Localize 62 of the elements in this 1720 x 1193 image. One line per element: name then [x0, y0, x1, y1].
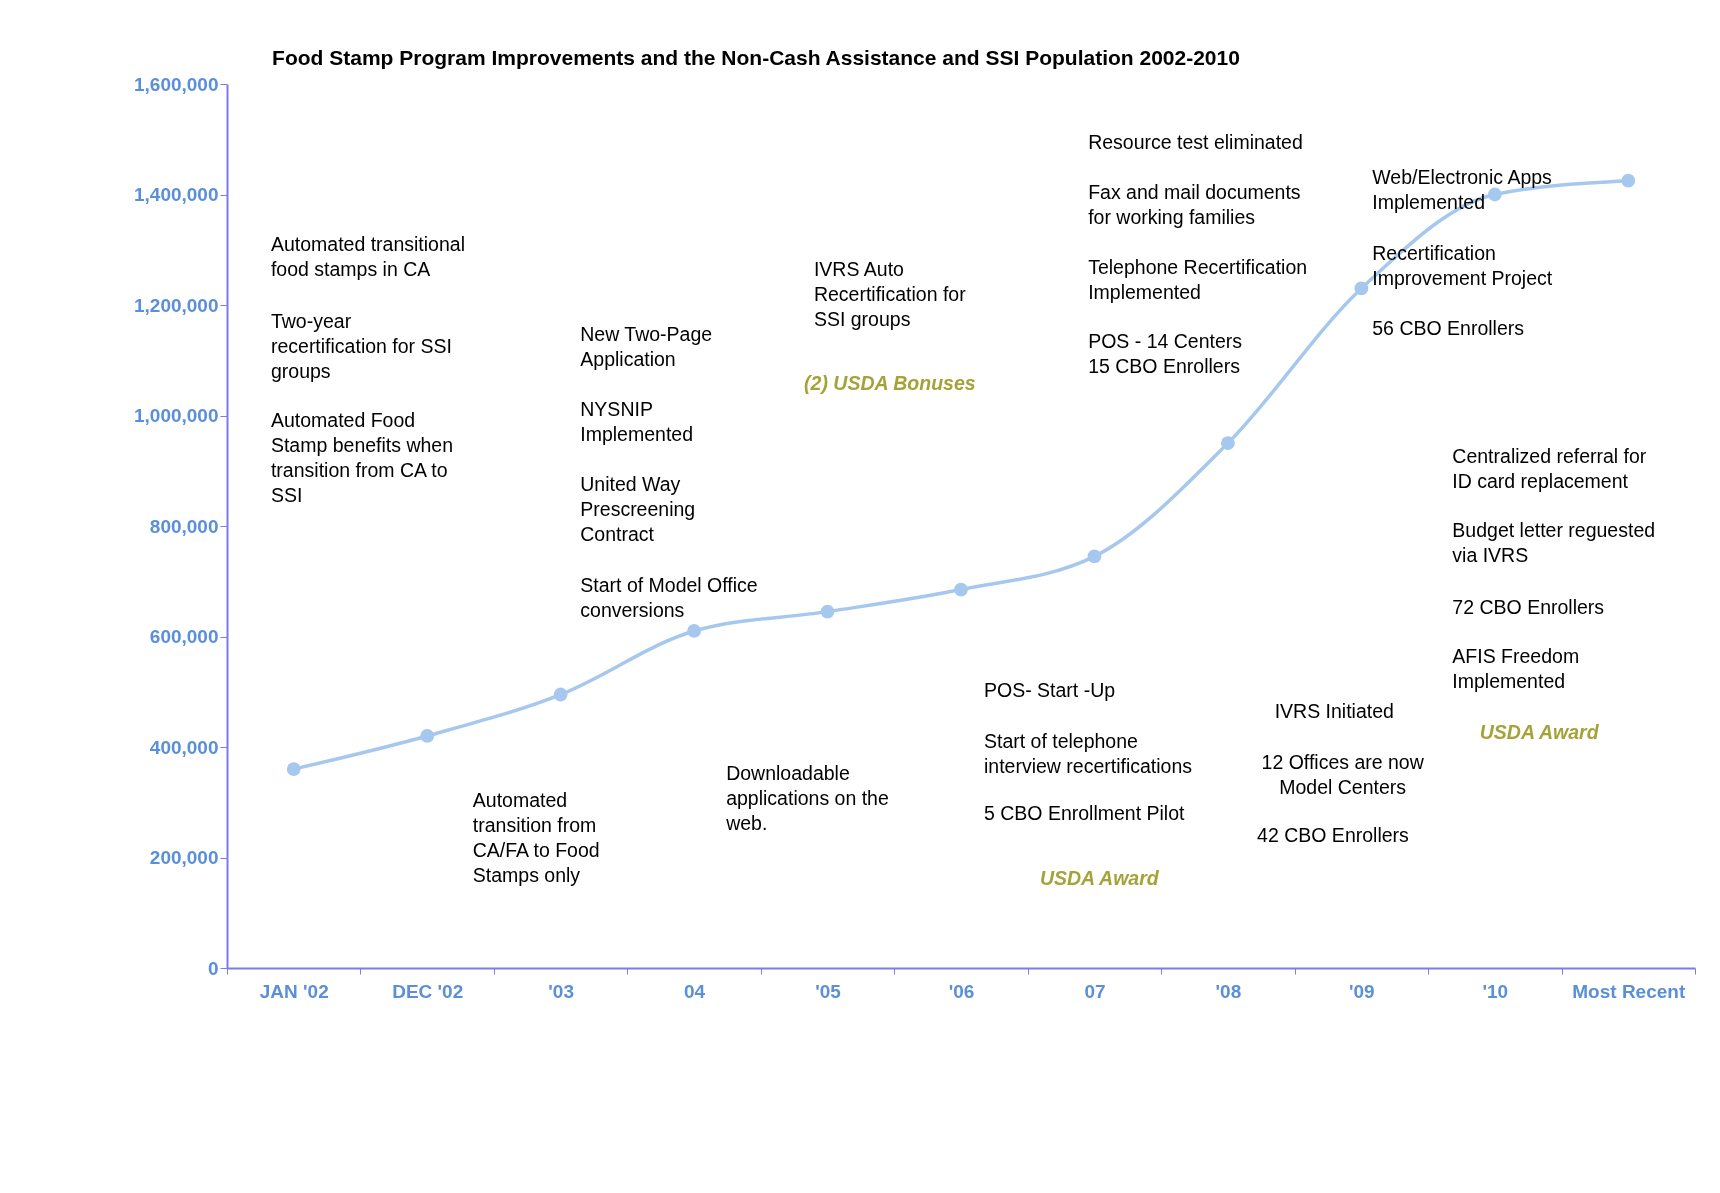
y-tick-label: 800,000: [149, 515, 219, 537]
point: [553, 687, 568, 702]
annotation: USDA Award: [1039, 866, 1160, 889]
annotation: AFIS Freedom Implemented: [1452, 645, 1580, 693]
x-tick-label: '08: [1215, 980, 1242, 1002]
annotation: Telephone Recertification Implemented: [1088, 255, 1308, 303]
point: [1354, 281, 1369, 296]
x-tick-label: Most Recent: [1572, 980, 1686, 1002]
x-tick-label: DEC '02: [392, 980, 464, 1002]
chart-title: Food Stamp Program Improvements and the Non-Cash Assistance and SSI Population 2002-2010: [272, 46, 1240, 69]
x-tick-label: '10: [1482, 980, 1509, 1002]
annotation: 56 CBO Enrollers: [1372, 317, 1525, 340]
annotation: IVRS Auto Recertification for SSI groups: [813, 258, 967, 331]
annotation: Automated Food Stamp benefits when transition from CA to SSI: [270, 409, 454, 507]
annotation: Resource test eliminated: [1088, 130, 1303, 153]
point: [1087, 549, 1102, 564]
annotation: POS - 14 Centers 15 CBO Enrollers: [1088, 330, 1243, 378]
y-tick-label: 0: [207, 957, 219, 979]
x-tick-label: '06: [948, 980, 975, 1002]
annotation: Centralized referral for ID card replacement: [1452, 444, 1647, 492]
point: [286, 762, 301, 776]
annotation: Recertification Improvement Project: [1372, 241, 1553, 289]
annotation: Budget letter reguested via IVRS: [1452, 519, 1656, 567]
annotation: New Two-Page Application: [580, 322, 713, 370]
x-tick-label: '05: [815, 980, 842, 1002]
point: [420, 729, 435, 743]
annotation: 5 CBO Enrollment Pilot: [983, 802, 1186, 825]
x-tick-label: '09: [1349, 980, 1375, 1002]
annotation: Downloadable applications on the web.: [725, 761, 889, 834]
x-tick-label: 07: [1084, 980, 1106, 1002]
annotation: Automated transition from CA/FA to Food Stamps only: [472, 788, 600, 886]
y-tick-label: 600,000: [149, 626, 219, 647]
y-tick-label: 400,000: [149, 736, 219, 758]
x-tick-label: 04: [684, 980, 706, 1002]
annotation: 12 Offices are now Model Centers: [1261, 750, 1425, 798]
y-tick-label: 200,000: [149, 847, 219, 868]
annotation: Fax and mail documents for working families: [1088, 181, 1301, 229]
point: [687, 624, 701, 638]
point: [1621, 173, 1636, 188]
annotation: NYSNIP Implemented: [580, 398, 694, 446]
point: [1221, 436, 1235, 450]
y-tick-label: 1,400,000: [133, 184, 219, 205]
y-tick-label: 1,000,000: [133, 405, 219, 426]
annotation: United Way Prescreening Contract: [580, 473, 696, 546]
annotation: Web/Electronic Apps Implemented: [1372, 165, 1553, 213]
annotation: IVRS Initiated: [1274, 700, 1394, 723]
annotation: USDA Award: [1479, 720, 1600, 743]
annotation: 72 CBO Enrollers: [1452, 595, 1605, 618]
x-tick-label: '03: [548, 980, 574, 1002]
point: [820, 604, 835, 619]
point: [954, 582, 968, 597]
annotation: (2) USDA Bonuses: [804, 372, 976, 395]
annotation: Two-year recertification for SSI groups: [270, 309, 452, 382]
y-tick-label: 1,200,000: [133, 294, 219, 316]
annotation: Start of Model Office conversions: [580, 573, 758, 621]
x-tick-label: JAN '02: [259, 980, 329, 1002]
annotation: Start of telephone interview recertifications: [983, 729, 1193, 777]
point: [1487, 187, 1502, 202]
annotation: POS- Start -Up: [983, 679, 1116, 702]
y-tick-label: 1,600,000: [133, 73, 219, 95]
annotation: Automated transitional food stamps in CA: [270, 232, 465, 280]
annotation: 42 CBO Enrollers: [1257, 824, 1410, 847]
